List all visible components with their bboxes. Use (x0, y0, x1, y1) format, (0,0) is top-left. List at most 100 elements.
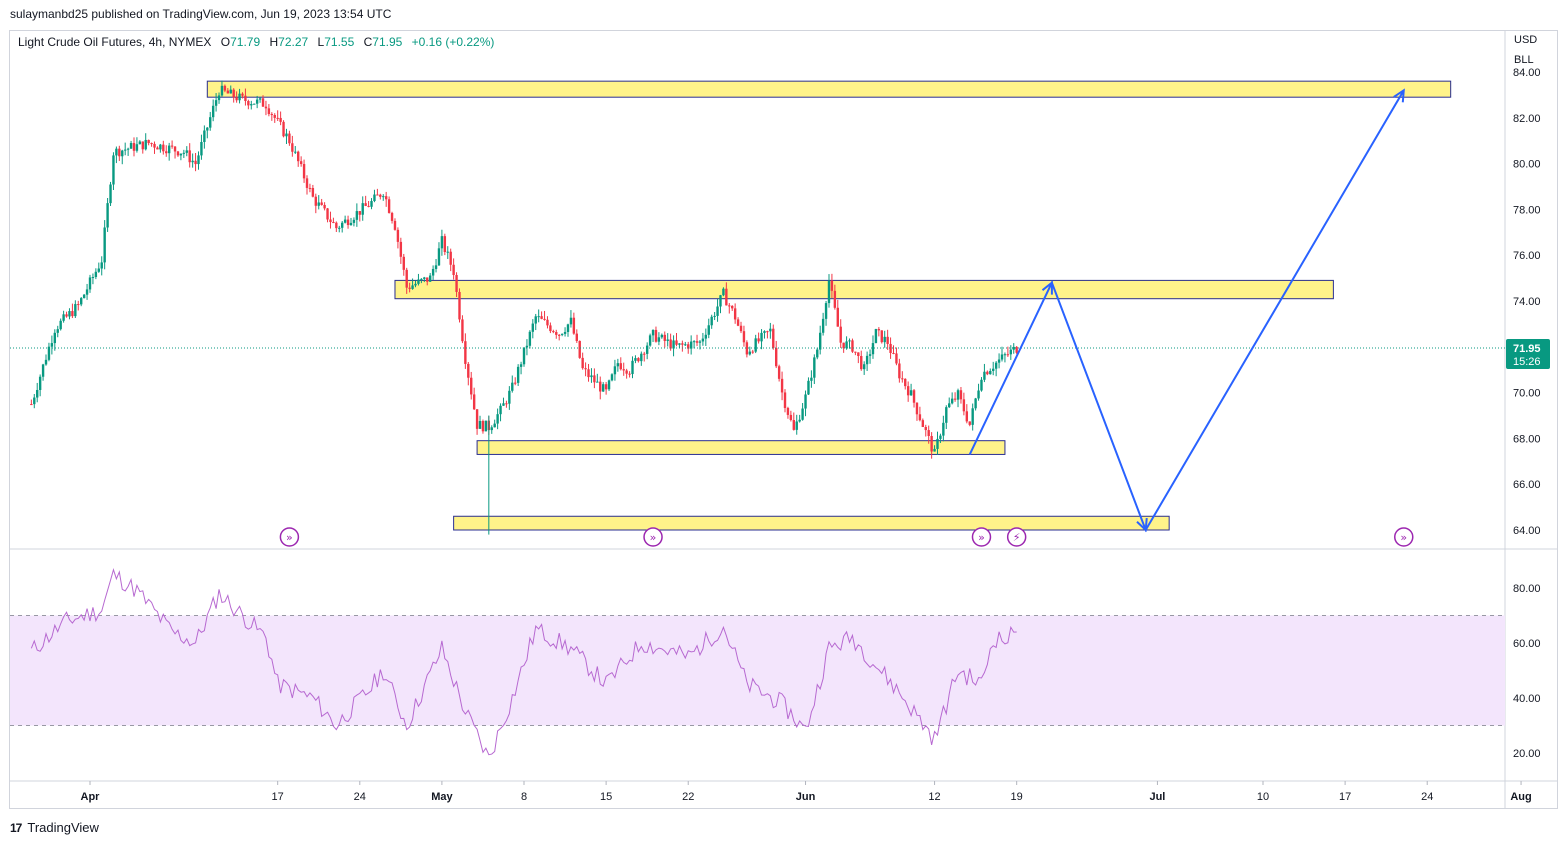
candle-body (566, 324, 570, 332)
candle-body (138, 141, 142, 145)
candle-body (977, 390, 980, 399)
candle-body (297, 151, 300, 162)
candle-body (129, 143, 133, 149)
candle-body (625, 370, 628, 374)
candle-body (886, 336, 889, 344)
candle-body (933, 448, 936, 452)
candle-body (305, 178, 309, 188)
candle-body (777, 366, 781, 379)
candle-body (950, 398, 954, 404)
candle-body (264, 106, 268, 109)
candle-body (461, 319, 464, 342)
candle-body (816, 349, 819, 358)
candle-body (176, 151, 180, 156)
candle-body (349, 222, 353, 226)
publisher-line: sulaymanbd25 published on TradingView.co… (10, 7, 392, 21)
candle-body (760, 332, 763, 342)
dividend-event-icon (1394, 527, 1414, 547)
candle-body (458, 291, 461, 320)
candle-body (560, 333, 564, 335)
support-resistance-zone (394, 279, 1334, 300)
candle-body (645, 345, 649, 354)
low-label: L (317, 35, 325, 49)
candle-body (901, 378, 904, 380)
rsi-tick-label: 60.00 (1513, 638, 1541, 650)
footer-brand[interactable]: 17 TradingView (10, 820, 99, 835)
candle-body (434, 265, 438, 269)
candle-body (543, 318, 546, 320)
candle-body (452, 264, 455, 276)
candle-body (918, 414, 922, 421)
candle-body (613, 366, 617, 375)
candle-body (147, 139, 150, 144)
open-label: O (220, 35, 231, 49)
candle-body (986, 371, 989, 375)
high-value: 72.27 (278, 35, 309, 49)
close-label: C (363, 35, 373, 49)
candle-body (848, 340, 851, 342)
candle-body (610, 374, 614, 381)
candle-body (722, 288, 725, 296)
candle-body (704, 334, 708, 339)
candle-body (364, 203, 367, 206)
candle-body (725, 288, 728, 306)
candle-body (329, 219, 332, 223)
candle-body (103, 227, 106, 263)
candle-body (323, 204, 326, 209)
currency-label[interactable]: USD (1514, 34, 1538, 46)
candle-body (563, 331, 567, 334)
candle-body (320, 202, 323, 205)
candle-body (906, 386, 910, 396)
candle-body (754, 338, 757, 352)
candle-body (209, 117, 212, 128)
chart-frame (9, 30, 1558, 809)
candle-body (731, 305, 734, 309)
candle-body (294, 151, 297, 153)
candle-body (62, 314, 65, 321)
candle-body (695, 341, 699, 343)
candle-body (132, 143, 136, 151)
candle-body (968, 421, 971, 425)
candle-body (94, 271, 98, 278)
candle-body (317, 202, 320, 206)
candle-body (464, 341, 467, 364)
candle-body (989, 370, 992, 375)
candle-body (352, 219, 356, 223)
candle-body (871, 343, 875, 355)
candle-body (499, 405, 502, 415)
candle-body (308, 187, 312, 189)
dividend-event-icon-glyph: » (286, 531, 293, 544)
candle-body (370, 201, 373, 207)
candle-body (270, 114, 274, 116)
candle-body (701, 338, 705, 342)
candle-body (150, 143, 153, 145)
candle-body (909, 390, 913, 396)
symbol-title[interactable]: Light Crude Oil Futures, 4h, NYMEX (18, 35, 212, 49)
close-value: 71.95 (372, 35, 403, 49)
candle-body (338, 227, 341, 229)
candle-body (508, 390, 511, 404)
candle-body (619, 363, 622, 370)
candle-body (804, 394, 807, 409)
candle-body (402, 256, 405, 270)
candle-body (851, 340, 854, 352)
candle-body (660, 334, 664, 338)
dividend-event-icon (279, 527, 300, 547)
candle-body (185, 150, 188, 153)
candle-body (942, 422, 945, 436)
candle-body (511, 382, 514, 391)
candle-body (751, 351, 754, 353)
projection-arrowhead (1041, 280, 1053, 295)
candle-body (672, 340, 675, 349)
candle-body (634, 358, 637, 361)
price-tick-label: 70.00 (1513, 388, 1541, 400)
candle-body (962, 399, 966, 412)
projection-path (968, 89, 1405, 533)
candle-body (282, 121, 285, 137)
candle-body (59, 320, 62, 330)
candle-body (408, 287, 411, 289)
candle-body (30, 404, 33, 406)
candle-body (663, 334, 666, 341)
candle-body (974, 398, 977, 409)
